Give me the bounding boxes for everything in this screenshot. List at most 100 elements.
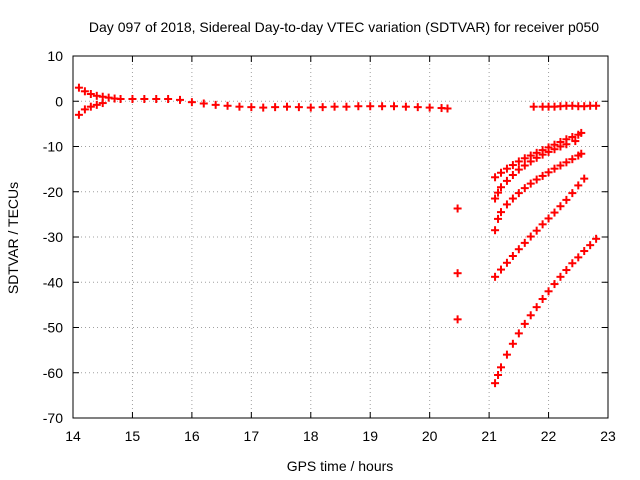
- data-point: [550, 280, 559, 289]
- data-point: [413, 103, 422, 112]
- data-point: [86, 90, 95, 99]
- data-point: [538, 220, 547, 229]
- data-point: [526, 157, 535, 166]
- data-point: [187, 98, 196, 107]
- x-tick-label: 21: [481, 428, 497, 444]
- data-point: [520, 319, 529, 328]
- y-tick-label: 0: [55, 93, 63, 109]
- data-point: [592, 101, 601, 110]
- data-point: [235, 102, 244, 111]
- data-point: [532, 153, 541, 162]
- data-point: [544, 147, 553, 156]
- x-tick-label: 23: [600, 428, 616, 444]
- data-point: [211, 100, 220, 109]
- data-point: [453, 204, 462, 213]
- x-tick-label: 18: [303, 428, 319, 444]
- data-point: [497, 363, 505, 372]
- data-point: [520, 184, 529, 193]
- data-point: [550, 164, 559, 173]
- data-point: [520, 238, 529, 247]
- data-point: [586, 241, 595, 250]
- series-arc-4: [491, 174, 589, 281]
- data-point: [92, 100, 101, 109]
- data-point: [502, 258, 511, 267]
- data-point: [568, 259, 577, 268]
- data-point: [562, 195, 571, 204]
- data-point: [354, 102, 363, 111]
- data-point: [577, 128, 586, 137]
- data-points: [74, 83, 601, 388]
- data-point: [494, 371, 503, 380]
- data-point: [494, 188, 503, 197]
- data-point: [514, 157, 523, 166]
- data-point: [571, 137, 580, 146]
- data-point: [580, 174, 589, 183]
- data-point: [514, 189, 523, 198]
- data-point: [508, 161, 517, 170]
- data-point: [294, 103, 303, 112]
- x-axis-label: GPS time / hours: [287, 458, 394, 474]
- data-point: [529, 102, 538, 111]
- data-point: [568, 155, 577, 164]
- data-point: [80, 87, 89, 96]
- data-point: [86, 102, 95, 111]
- x-tick-label: 17: [244, 428, 260, 444]
- data-point: [544, 287, 553, 296]
- series-arc-3: [491, 149, 586, 235]
- data-point: [223, 101, 232, 110]
- data-point: [342, 102, 351, 111]
- chart-title: Day 097 of 2018, Sidereal Day-to-day VTE…: [89, 19, 599, 35]
- data-point: [425, 103, 434, 112]
- data-point: [562, 266, 571, 275]
- data-point: [74, 110, 83, 119]
- data-point: [550, 208, 559, 217]
- data-point: [502, 200, 511, 209]
- data-point: [443, 104, 452, 113]
- data-point: [544, 168, 553, 177]
- data-point: [532, 175, 541, 184]
- data-point: [259, 103, 268, 112]
- data-point: [366, 102, 375, 111]
- data-point: [74, 83, 83, 92]
- y-axis-label: SDTVAR / TECUs: [5, 182, 21, 294]
- series-main-band: [74, 83, 452, 119]
- data-point: [330, 102, 339, 111]
- data-point: [514, 329, 523, 338]
- data-point: [128, 94, 137, 103]
- data-point: [494, 214, 503, 223]
- data-point: [538, 171, 547, 180]
- y-tick-label: -10: [43, 139, 63, 155]
- data-point: [508, 194, 517, 203]
- data-point: [491, 194, 500, 203]
- data-point: [532, 303, 541, 312]
- x-tick-label: 22: [541, 428, 557, 444]
- series-arc-1: [491, 128, 586, 182]
- data-point: [306, 103, 315, 112]
- data-point: [502, 176, 511, 185]
- data-point: [514, 245, 523, 254]
- data-point: [562, 158, 571, 167]
- data-point: [574, 253, 583, 262]
- data-point: [574, 181, 583, 190]
- data-point: [577, 149, 586, 158]
- x-tick-label: 14: [65, 428, 81, 444]
- y-tick-label: -30: [43, 229, 63, 245]
- data-point: [556, 142, 565, 151]
- series-arc-5: [491, 234, 601, 388]
- data-point: [532, 226, 541, 235]
- data-point: [491, 173, 500, 182]
- y-tick-label: -60: [43, 365, 63, 381]
- data-point: [491, 226, 500, 235]
- data-point: [520, 154, 529, 163]
- data-point: [176, 95, 184, 104]
- data-point: [550, 145, 559, 154]
- data-point: [526, 232, 535, 241]
- data-point: [497, 265, 505, 274]
- data-point: [318, 103, 327, 112]
- data-point: [526, 179, 535, 188]
- y-tick-label: -50: [43, 320, 63, 336]
- data-point: [544, 214, 553, 223]
